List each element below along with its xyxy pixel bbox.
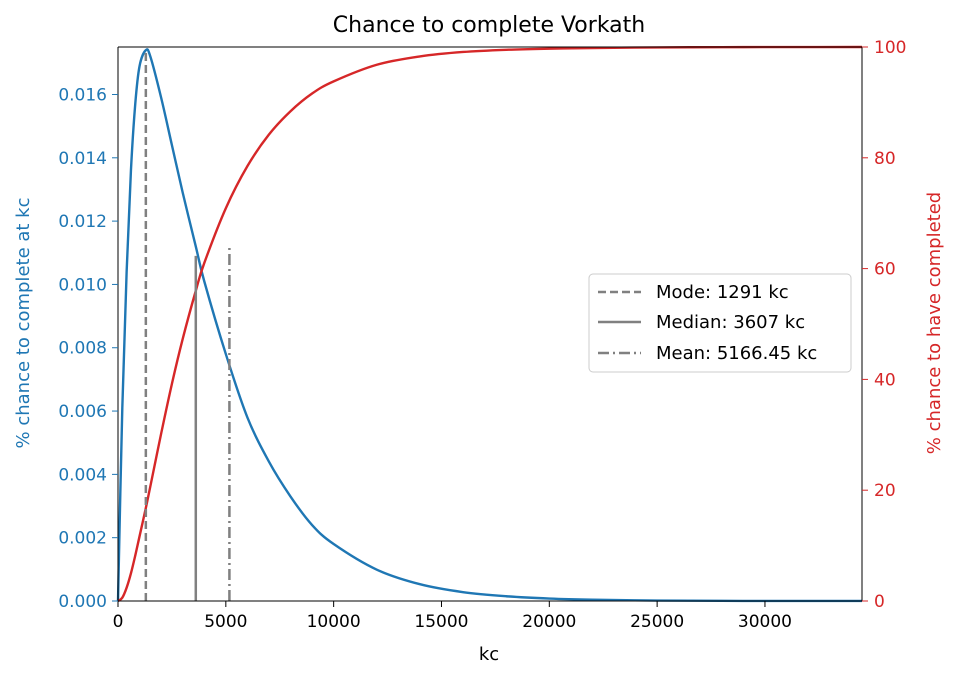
y-left-tick-label: 0.000: [58, 592, 107, 612]
y-left-tick-label: 0.012: [58, 212, 107, 232]
cdf-series-line: [117, 45, 863, 603]
legend-box: [588, 273, 852, 373]
y-right-tick-label: 0: [874, 592, 885, 612]
legend: Mode: 1291 kc Median: 3607 kc Mean: 5166…: [588, 273, 852, 373]
y-left-tick-label: 0.016: [58, 85, 107, 105]
y-left-tick-label: 0.006: [58, 402, 107, 422]
plot-area: 0 5000 10000 15000 20000 25000 30000 0.000 0.002…: [58, 38, 906, 632]
y-right-tick-label: 20: [874, 481, 896, 501]
pdf-series-line: [116, 48, 863, 603]
y-left-tick-label: 0.008: [58, 339, 107, 359]
legend-mode-label: Mode: 1291 kc: [656, 282, 789, 303]
y-left-tick-label: 0.002: [58, 529, 107, 549]
y-left-tick-label: 0.010: [58, 275, 107, 295]
chart-title: Chance to complete Vorkath: [333, 13, 645, 38]
legend-median-label: Median: 3607 kc: [656, 312, 805, 333]
x-tick-label: 15000: [414, 612, 468, 632]
x-tick-label: 5000: [204, 612, 247, 632]
y-right-tick-label: 80: [874, 149, 896, 169]
y-right-tick-label: 100: [874, 38, 906, 58]
x-tick-label: 10000: [307, 612, 361, 632]
legend-mean-label: Mean: 5166.45 kc: [656, 343, 817, 364]
x-tick-label: 25000: [630, 612, 684, 632]
y-left-axis-label: % chance to complete at kc: [13, 198, 34, 449]
y-left-tick-label: 0.014: [58, 149, 107, 169]
y-right-tick-label: 40: [874, 370, 896, 390]
y-left-tick-label: 0.004: [58, 465, 107, 485]
x-tick-label: 20000: [522, 612, 576, 632]
y-right-tick-label: 60: [874, 260, 896, 280]
x-tick-label: 30000: [738, 612, 792, 632]
y-right-axis-label: % chance to have completed: [924, 192, 945, 454]
x-tick-label: 0: [113, 612, 124, 632]
x-axis-label: kc: [479, 644, 499, 665]
